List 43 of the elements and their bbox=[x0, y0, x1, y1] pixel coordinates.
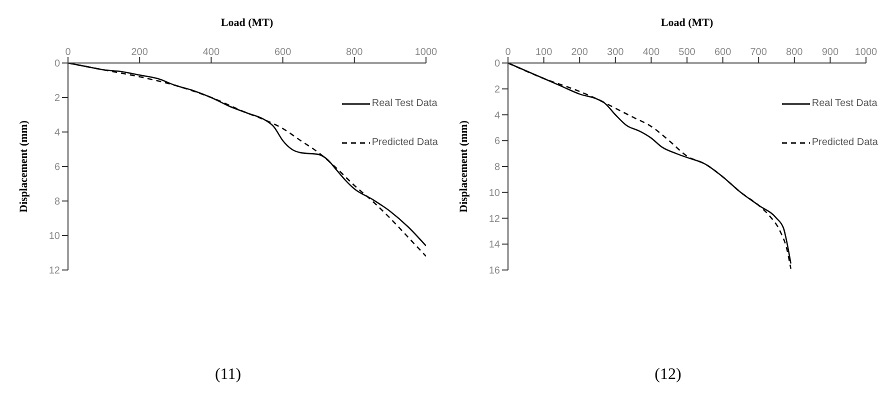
y-tick-label: 6 bbox=[54, 162, 60, 174]
y-tick-label: 12 bbox=[48, 266, 60, 277]
legend-label: Predicted Data bbox=[372, 137, 438, 148]
x-tick-label: 400 bbox=[202, 47, 220, 58]
y-tick-label: 6 bbox=[494, 136, 500, 148]
x-tick-label: 0 bbox=[65, 47, 72, 58]
y-tick-label: 2 bbox=[54, 93, 60, 104]
y-tick-label: 8 bbox=[54, 196, 60, 208]
x-tick-label: 600 bbox=[274, 47, 292, 58]
y-tick-label: 0 bbox=[494, 58, 500, 70]
y-axis-title: Displacement (mm) bbox=[18, 120, 30, 212]
x-tick-label: 700 bbox=[750, 47, 768, 58]
x-tick-label: 800 bbox=[346, 47, 364, 58]
x-tick-label: 0 bbox=[505, 47, 512, 58]
x-tick-label: 1000 bbox=[414, 47, 438, 58]
x-axis-title: Load (MT) bbox=[220, 16, 274, 29]
text: (12) bbox=[654, 366, 682, 384]
x-tick-label: 600 bbox=[714, 47, 732, 58]
y-tick-label: 4 bbox=[494, 110, 500, 122]
y-tick-label: 10 bbox=[488, 188, 500, 199]
legend-label: Real Test Data bbox=[372, 98, 438, 109]
y-tick-label: 10 bbox=[48, 231, 60, 242]
y-tick-label: 2 bbox=[494, 84, 500, 96]
x-axis-title: Load (MT) bbox=[660, 16, 714, 29]
y-axis-title: Displacement (mm) bbox=[458, 120, 470, 212]
x-tick-label: 1000 bbox=[854, 47, 878, 58]
x-tick-label: 400 bbox=[642, 47, 660, 58]
x-tick-label: 900 bbox=[822, 47, 839, 58]
x-tick-label: 200 bbox=[571, 47, 588, 58]
y-tick-label: 0 bbox=[54, 58, 60, 70]
text: (11) bbox=[214, 366, 242, 384]
y-tick-label: 14 bbox=[488, 240, 500, 251]
legend-label: Predicted Data bbox=[812, 137, 878, 148]
y-tick-label: 12 bbox=[488, 214, 500, 225]
x-tick-label: 300 bbox=[607, 47, 624, 58]
legend-label: Real Test Data bbox=[812, 98, 878, 109]
x-tick-label: 500 bbox=[678, 47, 696, 58]
y-tick-label: 4 bbox=[54, 128, 60, 139]
x-tick-label: 200 bbox=[131, 47, 148, 58]
x-tick-label: 800 bbox=[786, 47, 804, 58]
x-tick-label: 100 bbox=[535, 47, 553, 58]
y-tick-label: 8 bbox=[494, 162, 500, 174]
y-tick-label: 16 bbox=[488, 266, 500, 277]
